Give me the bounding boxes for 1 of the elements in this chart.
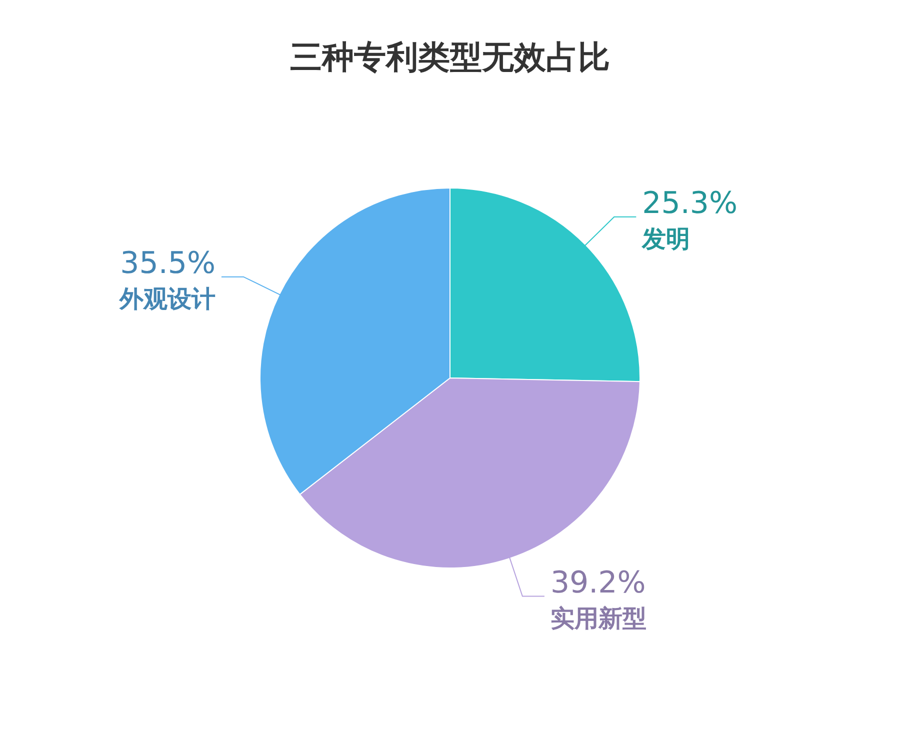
chart-title: 三种专利类型无效占比 — [290, 38, 610, 76]
